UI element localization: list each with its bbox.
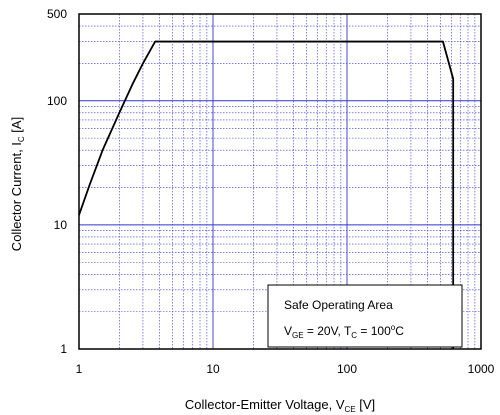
- plot-frame: [78, 13, 482, 350]
- x-tick-label: 100: [337, 362, 357, 376]
- soa-curve: [78, 40, 455, 349]
- y-tick-label: 1: [60, 342, 67, 356]
- annotation-box: Safe Operating Area VGE = 20V, TC = 100o…: [267, 284, 463, 348]
- x-axis-label: Collector-Emitter Voltage, VCE [V]: [185, 397, 375, 414]
- y-tick-label: 10: [54, 218, 68, 232]
- y-axis-label: Collector Current, IC [A]: [9, 117, 26, 251]
- x-tick-label: 1000: [468, 362, 495, 376]
- tick-labels: 1 10 100 1000 1 10 100 500: [47, 7, 495, 376]
- series-layer: [78, 40, 455, 349]
- y-tick-label: 500: [47, 7, 67, 21]
- y-tick-label: 100: [47, 94, 67, 108]
- x-tick-label: 1: [76, 362, 83, 376]
- annotation-title: Safe Operating Area: [284, 298, 393, 312]
- x-tick-label: 10: [206, 362, 220, 376]
- annotation-conditions: VGE = 20V, TC = 100oC: [284, 323, 404, 340]
